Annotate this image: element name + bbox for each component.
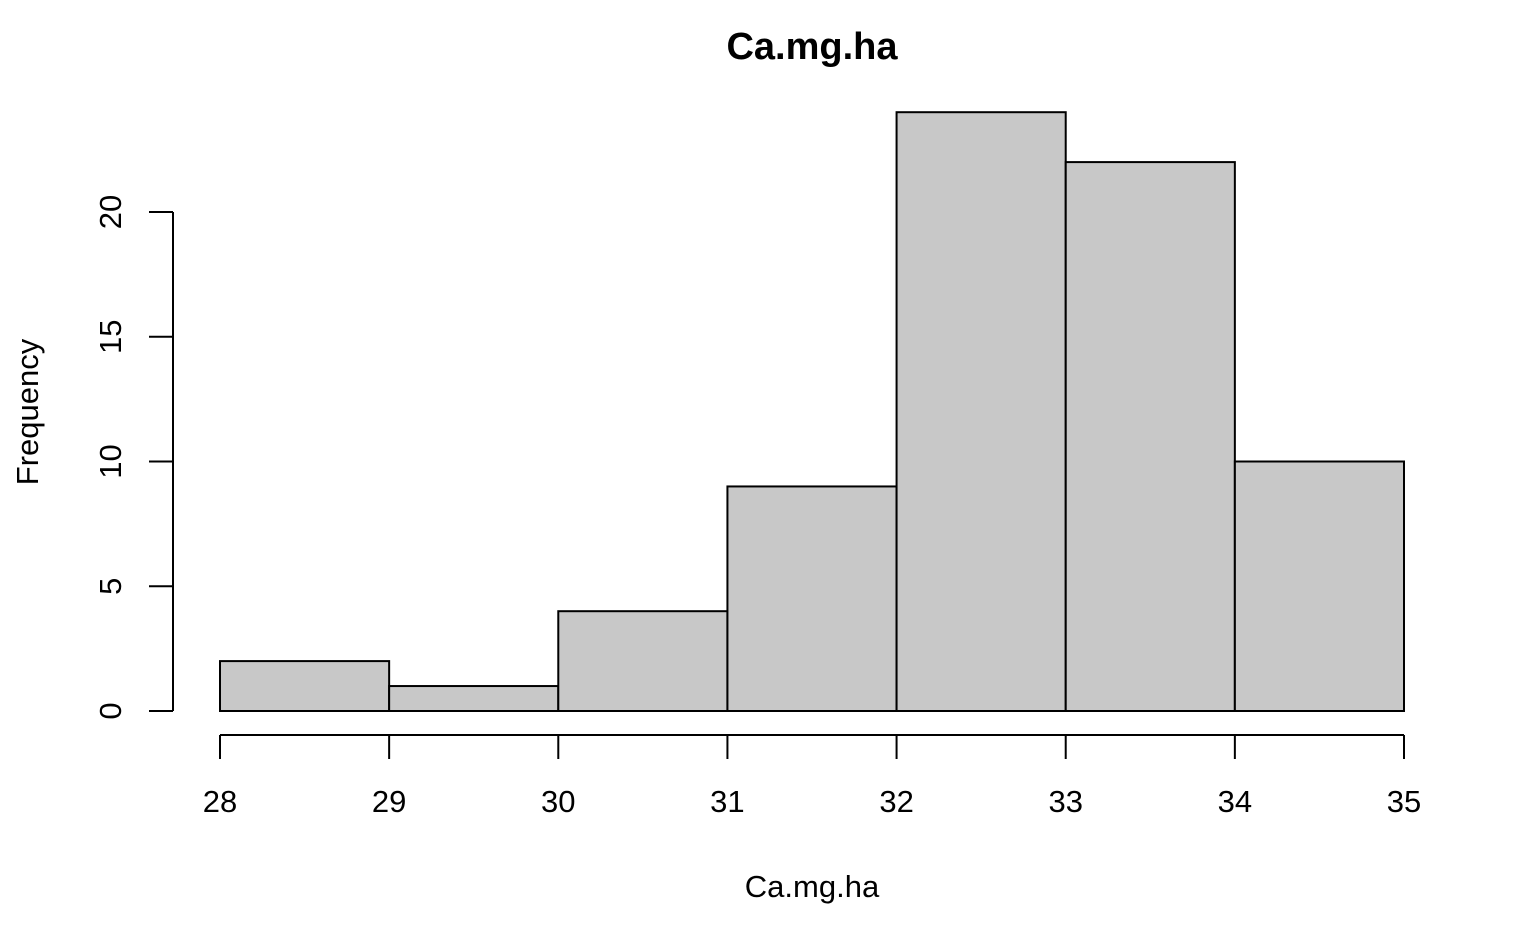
histogram-bar-1 [219,660,391,712]
histogram-bar-6 [1064,161,1236,713]
x-tick-label-34: 34 [1218,784,1252,819]
chart-title: Ca.mg.ha [726,26,898,68]
x-axis: 28 29 30 31 32 33 34 35 [203,734,1421,819]
x-tick-label-32: 32 [879,784,913,819]
y-tick-label-5: 5 [93,578,128,595]
y-tick-label-10: 10 [93,444,128,478]
histogram-bar-3 [557,610,729,713]
histogram-bar-7 [1233,460,1406,712]
bars-layer [219,111,1406,713]
y-tick-label-15: 15 [93,320,128,354]
y-axis-label: Frequency [10,338,45,485]
x-tick-label-29: 29 [372,784,406,819]
y-tick-label-20: 20 [93,195,128,229]
x-axis-label: Ca.mg.ha [745,869,880,904]
y-axis: 0 5 10 15 20 [93,195,174,720]
histogram-bar-2 [388,685,560,712]
histogram-bar-4 [726,485,898,713]
histogram-bar-5 [895,111,1067,712]
x-tick-label-31: 31 [710,784,744,819]
x-tick-label-30: 30 [541,784,575,819]
x-tick-label-28: 28 [203,784,237,819]
x-tick-label-33: 33 [1048,784,1082,819]
x-tick-label-35: 35 [1387,784,1421,819]
y-tick-label-0: 0 [93,702,128,719]
